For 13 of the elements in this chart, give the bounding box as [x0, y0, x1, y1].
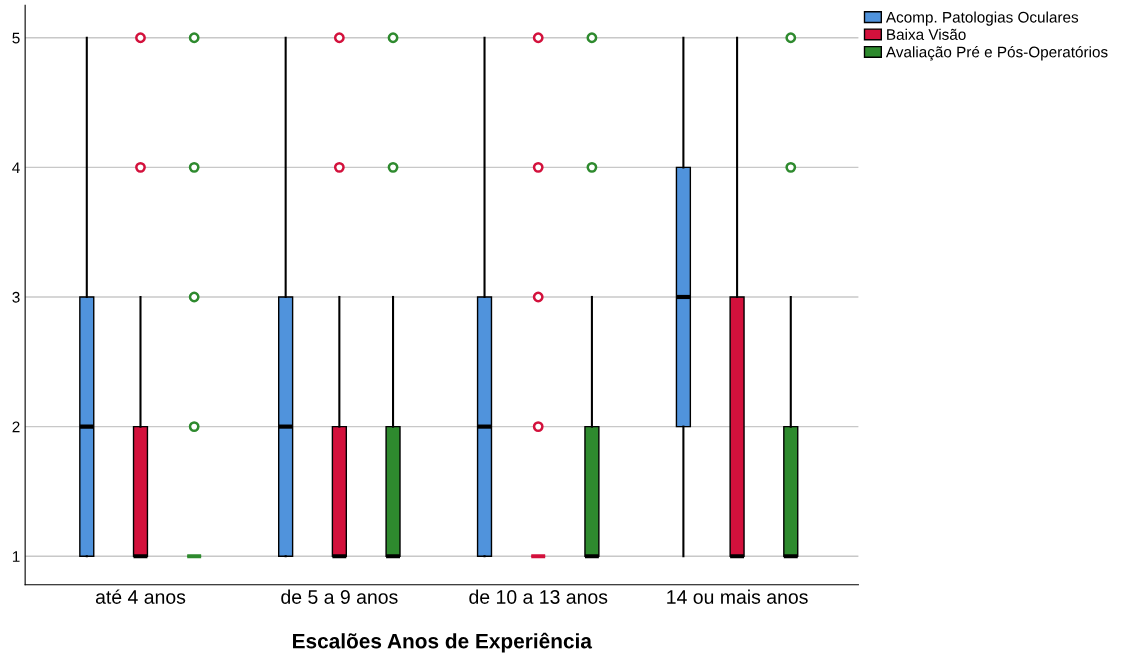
legend-label: Avaliação Pré e Pós-Operatórios [885, 46, 1108, 61]
y-tick-label: 1 [12, 551, 20, 562]
x-tick-label: 14 ou mais anos [667, 589, 808, 604]
x-axis-title: Escalões Anos de Experiência [293, 632, 593, 653]
x-tick-label: até 4 anos [95, 589, 186, 604]
y-tick-label: 2 [12, 421, 20, 433]
legend-label: Acomp. Patologias Oculares [885, 11, 1079, 26]
y-tick-label: 3 [12, 291, 20, 303]
x-tick-label: de 5 a 9 anos [281, 589, 398, 604]
y-tick-label: 5 [12, 32, 20, 44]
y-tick-label: 4 [12, 162, 20, 173]
legend-label: Baixa Visão [887, 28, 966, 40]
x-tick-label: de 10 a 13 anos [469, 589, 608, 604]
